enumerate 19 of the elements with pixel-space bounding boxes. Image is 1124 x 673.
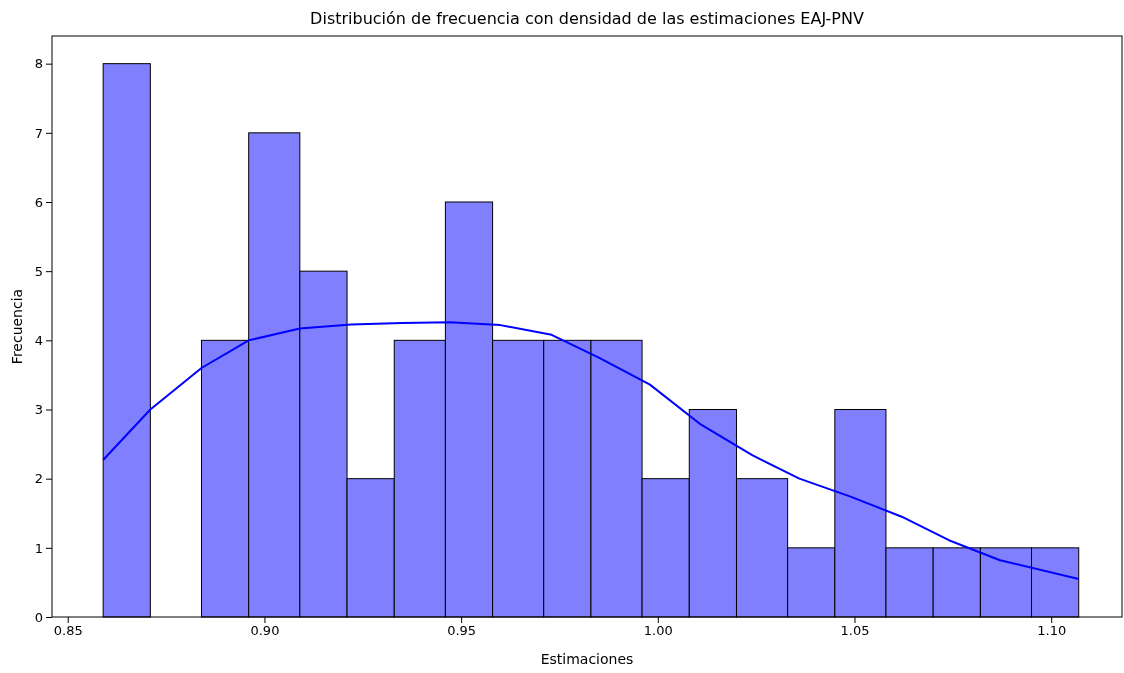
x-tick-label: 1.05	[840, 623, 870, 639]
x-tick-label: 1.00	[643, 623, 673, 639]
y-tick-label: 3	[34, 402, 43, 418]
y-tick-label: 2	[34, 471, 43, 487]
x-tick-label: 0.95	[447, 623, 477, 639]
y-tick-label: 8	[34, 56, 43, 72]
y-axis-title: Frecuencia	[9, 288, 25, 365]
y-tick-label: 5	[34, 263, 43, 279]
y-tick-label: 6	[34, 194, 43, 210]
y-tick-label: 4	[34, 332, 43, 348]
y-tick-label: 7	[34, 125, 43, 141]
y-tick-label: 1	[34, 540, 43, 556]
x-tick-label: 0.90	[250, 623, 280, 639]
x-axis-title: Estimaciones	[540, 651, 634, 667]
line-series	[102, 321, 1080, 580]
y-tick-label: 0	[34, 609, 43, 625]
x-tick-label: 0.85	[53, 623, 83, 639]
x-tick-label: 1.10	[1037, 623, 1067, 639]
chart-title: Distribución de frecuencia con densidad de las estimaciones EAJ-PNV	[310, 9, 864, 28]
